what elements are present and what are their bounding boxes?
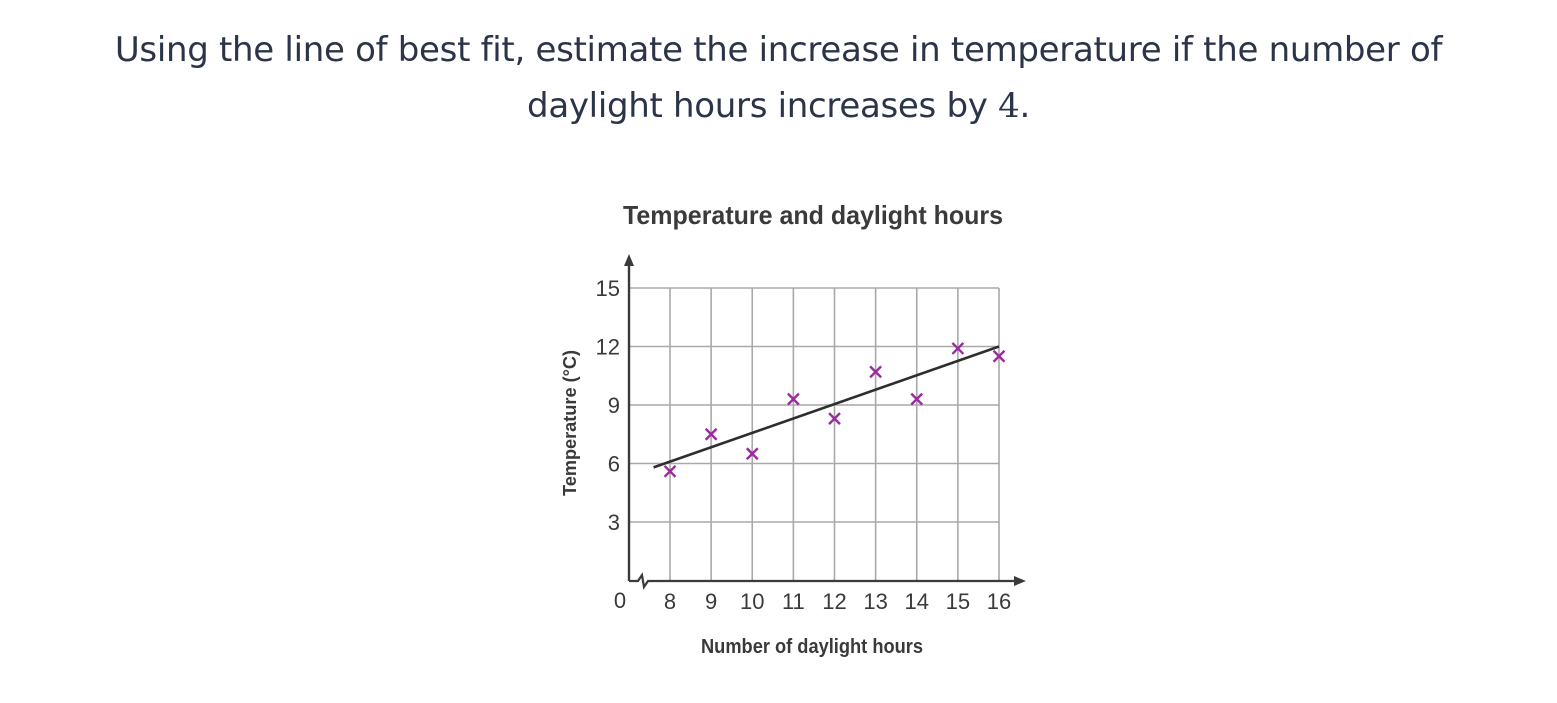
- x-axis-line: [629, 572, 1016, 590]
- data-markers: [663, 342, 1006, 478]
- x-marker-icon: [992, 349, 1006, 363]
- y-tick-label: 3: [608, 510, 620, 535]
- marker-stroke: [704, 427, 718, 441]
- x-tick-label: 15: [946, 589, 970, 614]
- x-marker-icon: [910, 392, 924, 406]
- chart-svg: Temperature and daylight hours 3 6 9 12 15 8…: [560, 200, 1026, 658]
- x-marker-icon: [869, 365, 882, 379]
- scatter-chart: Temperature and daylight hours 3 6 9 12 15 8…: [540, 190, 1040, 670]
- x-marker-icon: [787, 392, 800, 406]
- y-tick-label: 15: [596, 276, 620, 301]
- x-tick-label: 8: [664, 589, 676, 614]
- origin-label: 0: [614, 588, 626, 613]
- y-tick-label: 9: [608, 393, 620, 418]
- x-tick-label: 12: [822, 589, 846, 614]
- line-of-best-fit: [653, 345, 1000, 469]
- question-number: 4: [998, 86, 1020, 126]
- x-axis-arrow-icon: [1014, 576, 1026, 586]
- marker-stroke: [787, 392, 800, 406]
- marker-stroke: [663, 464, 677, 478]
- x-axis-label: Number of daylight hours: [701, 636, 923, 658]
- marker-stroke: [745, 447, 759, 461]
- marker-stroke: [951, 342, 965, 355]
- chart-title: Temperature and daylight hours: [623, 200, 1003, 230]
- x-marker-icon: [663, 464, 677, 478]
- x-marker-icon: [745, 447, 759, 461]
- x-tick-label: 16: [987, 589, 1011, 614]
- y-tick-labels: 3 6 9 12 15: [596, 276, 620, 535]
- question-line-2: daylight hours increases by 4.: [0, 78, 1557, 134]
- x-tick-label: 9: [705, 589, 717, 614]
- x-tick-label: 14: [905, 589, 929, 614]
- y-tick-label: 6: [608, 452, 620, 477]
- question-line-2-prefix: daylight hours increases by: [527, 86, 999, 126]
- fit-line: [653, 345, 1000, 469]
- question-line-2-suffix: .: [1019, 86, 1030, 126]
- y-axis-arrow-icon: [624, 254, 634, 266]
- chart-axes: [624, 254, 1026, 590]
- marker-stroke: [992, 349, 1006, 363]
- x-marker-icon: [828, 412, 841, 425]
- y-axis-label: Temperature (°C): [560, 350, 580, 496]
- question-line-1: Using the line of best fit, estimate the…: [114, 30, 1443, 70]
- question-text: Using the line of best fit, estimate the…: [0, 22, 1557, 134]
- x-tick-label: 13: [863, 589, 887, 614]
- y-tick-label: 12: [596, 335, 620, 360]
- x-tick-label: 11: [782, 589, 805, 614]
- x-tick-labels: 8 9 10 11 12 13 14 15 16: [664, 589, 1011, 614]
- marker-stroke: [910, 392, 924, 406]
- x-marker-icon: [951, 342, 965, 355]
- marker-stroke: [828, 412, 841, 425]
- chart-grid: [629, 287, 1000, 581]
- marker-stroke: [869, 365, 882, 379]
- x-marker-icon: [704, 427, 718, 441]
- x-tick-label: 10: [740, 589, 764, 614]
